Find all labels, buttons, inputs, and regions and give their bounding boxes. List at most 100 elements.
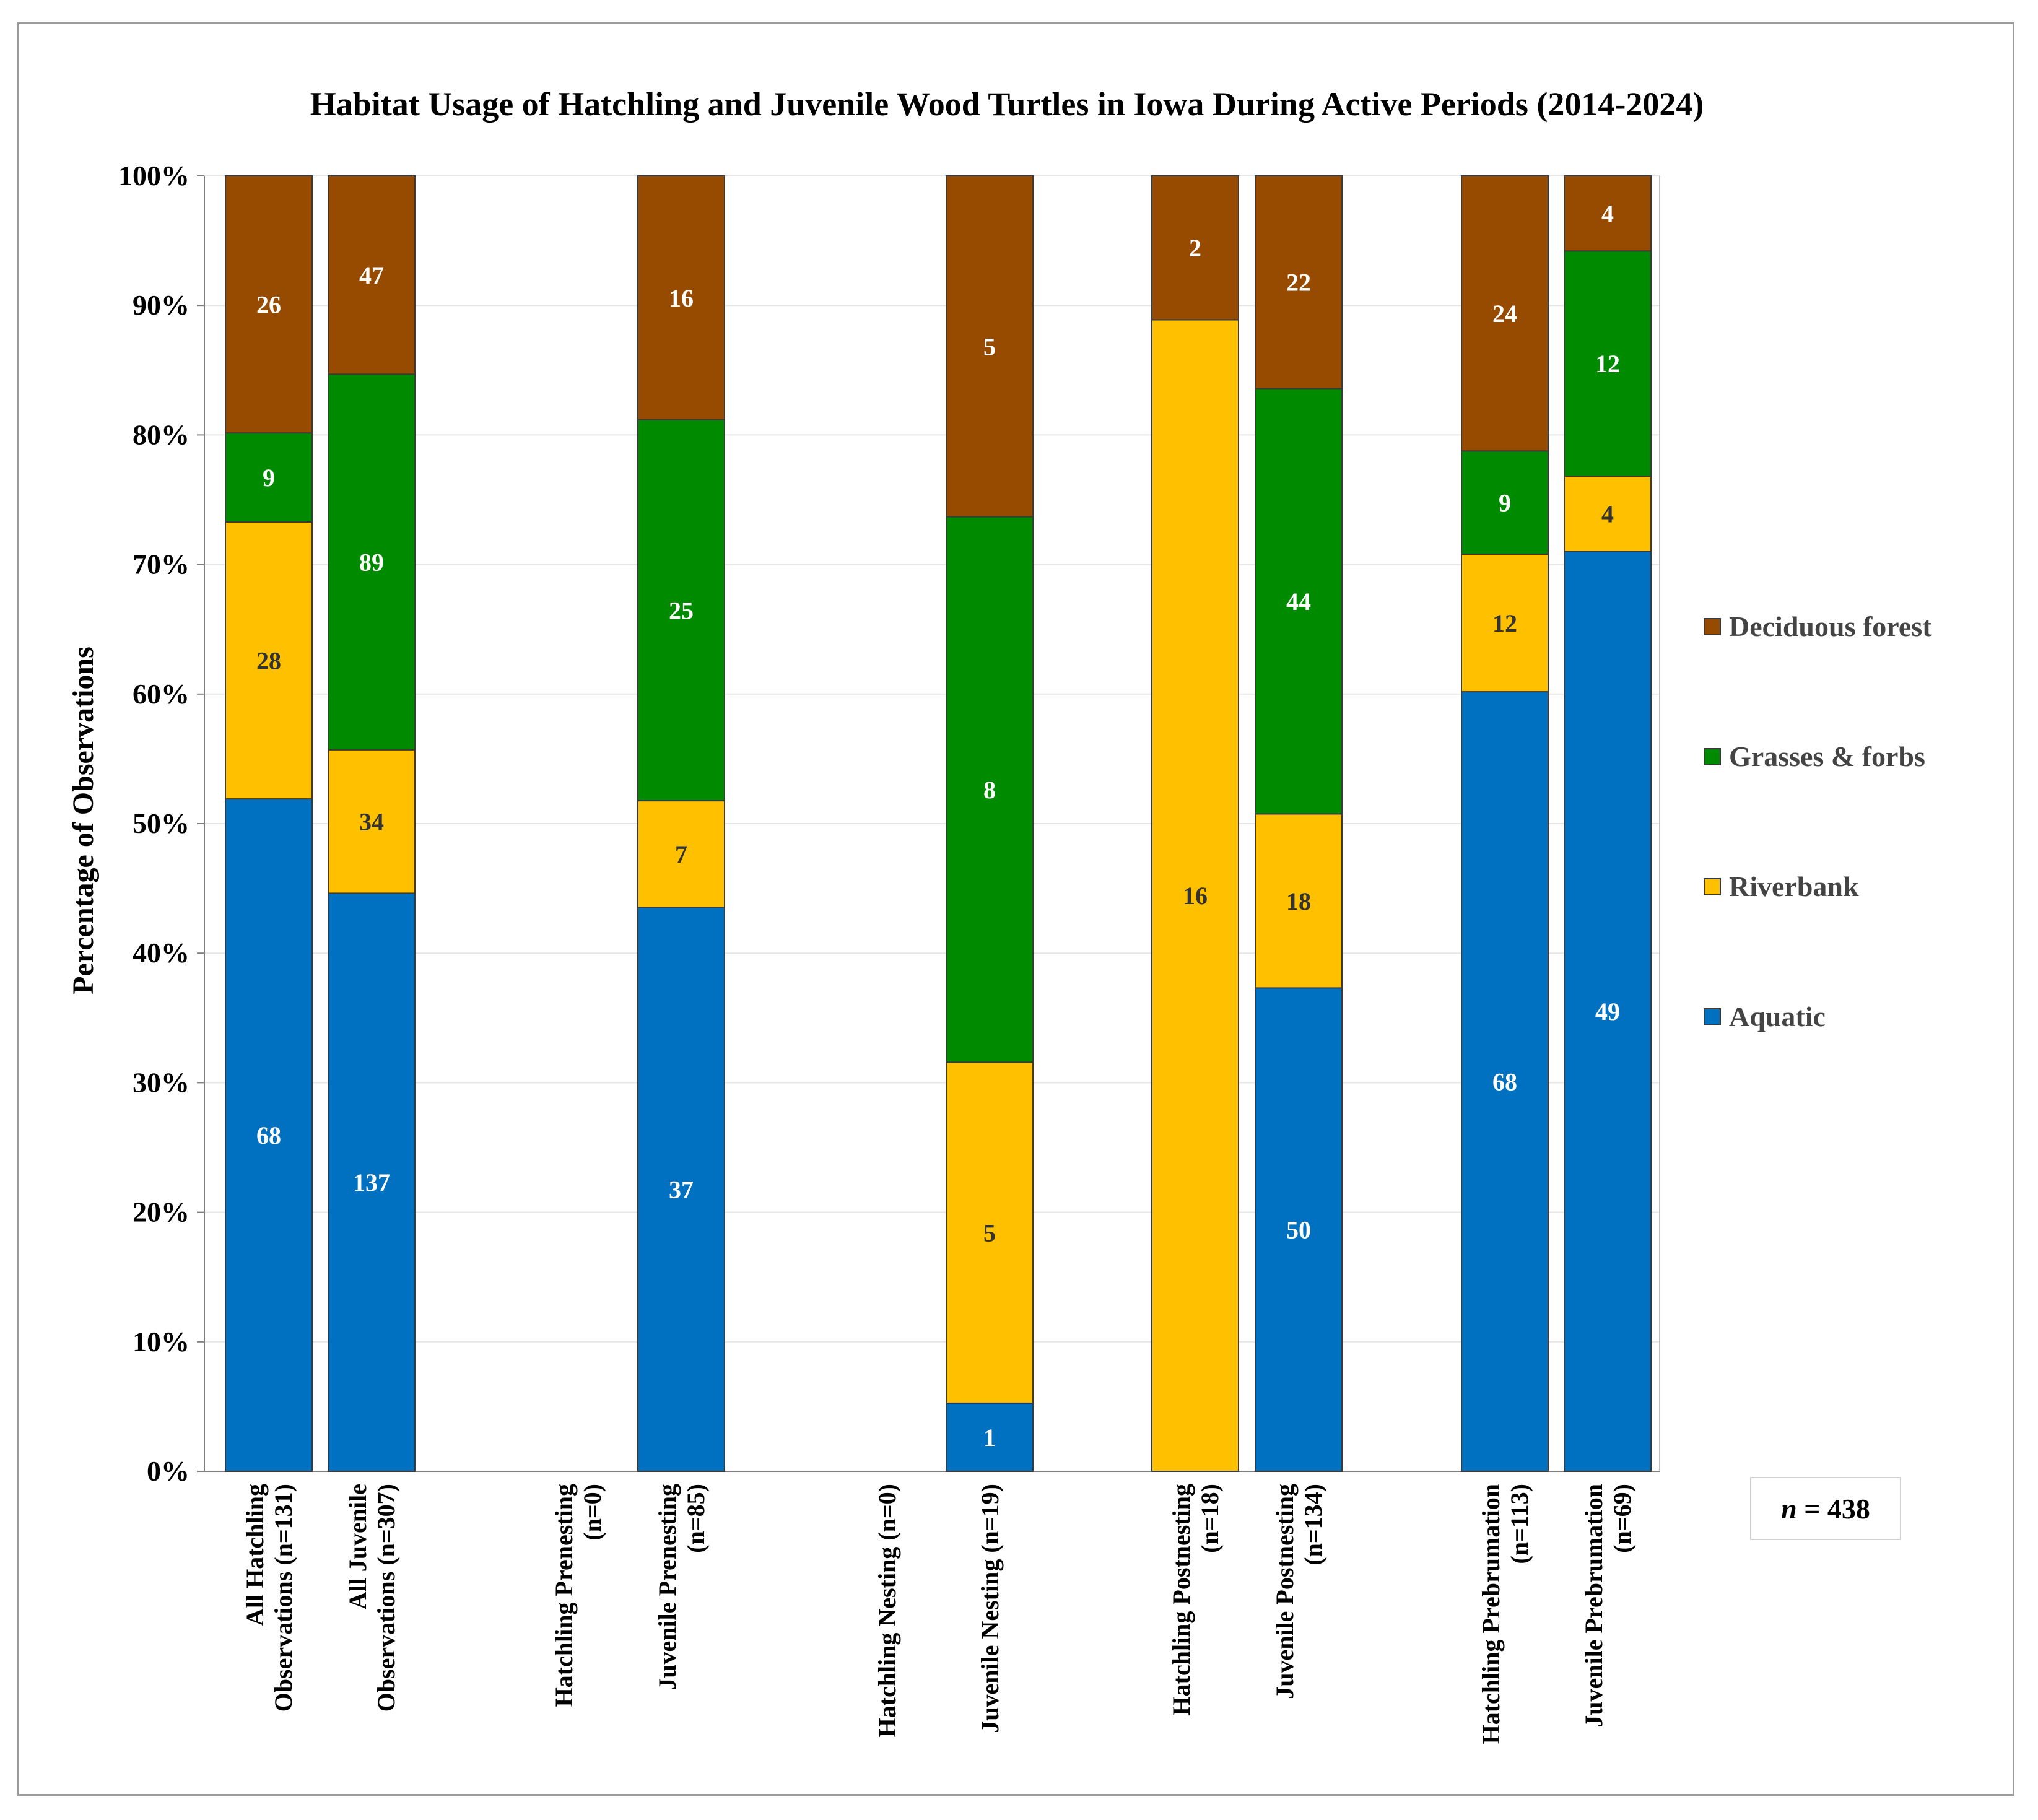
y-tick-label: 60% (133, 678, 189, 710)
bar-segment-deciduous-forest (1461, 175, 1549, 452)
data-label: 9 (263, 464, 275, 492)
data-label: 68 (1492, 1068, 1517, 1096)
category-label: Juvenile Postnesting (1271, 1484, 1299, 1699)
data-label: 1 (983, 1424, 996, 1452)
y-tick-label: 0% (147, 1455, 189, 1487)
data-label: 7 (675, 840, 687, 868)
category-label: (n=69) (1608, 1484, 1636, 1553)
legend-swatch (1704, 1008, 1721, 1025)
sample-size-box: n = 438 (1750, 1477, 1901, 1540)
bar-segment-riverbank (637, 800, 725, 908)
category-label: Observations (n=131) (269, 1484, 297, 1712)
data-label: 49 (1595, 998, 1620, 1025)
bar-segment-riverbank (225, 521, 313, 800)
data-label: 12 (1492, 609, 1517, 637)
legend-label: Deciduous forest (1729, 611, 1932, 642)
y-tick-label: 100% (118, 160, 189, 191)
bar-segment-deciduous-forest (225, 175, 313, 434)
bar-segment-aquatic (1461, 691, 1549, 1472)
data-label: 44 (1286, 588, 1311, 616)
category-label: Hatchling Prenesting (550, 1484, 578, 1707)
y-tick-label: 80% (133, 419, 189, 450)
data-label: 25 (669, 596, 694, 624)
y-tick-label: 10% (133, 1326, 189, 1357)
category-label: Juvenile Prenesting (653, 1484, 681, 1691)
legend-swatch (1704, 618, 1721, 635)
bar-segment-deciduous-forest (637, 175, 725, 420)
bar-segment-grasses-forbs (946, 516, 1034, 1063)
bar-segment-aquatic (225, 798, 313, 1472)
category-label: All Hatchling (241, 1484, 269, 1626)
data-label: 47 (359, 261, 384, 289)
data-label: 26 (256, 291, 281, 319)
category-label: Juvenile Prebrumation (1580, 1484, 1608, 1728)
bar-segment-aquatic (946, 1402, 1034, 1473)
bar-segment-riverbank (328, 749, 416, 894)
data-label: 24 (1492, 300, 1517, 328)
legend-label: Riverbank (1729, 871, 1859, 902)
data-label: 28 (256, 647, 281, 675)
data-label: 16 (669, 284, 694, 312)
y-axis-label: Percentage of Observations (67, 647, 100, 995)
data-label: 2 (1189, 234, 1201, 262)
bar-segment-deciduous-forest (1564, 175, 1652, 252)
category-label: (n=85) (682, 1484, 710, 1553)
category-labels: All Hatchling Observations (n=131) All Juv… (241, 1484, 1636, 1744)
bar-segment-riverbank (1461, 553, 1549, 693)
bar-segment-riverbank (1255, 813, 1343, 989)
legend-label: Aquatic (1729, 1001, 1826, 1032)
data-label: 4 (1601, 500, 1614, 528)
bar-segment-deciduous-forest (1151, 175, 1239, 321)
category-label: Hatchling Nesting (n=0) (873, 1484, 901, 1737)
category-label: Juvenile Nesting (n=19) (976, 1484, 1004, 1733)
bar-segment-riverbank (946, 1061, 1034, 1404)
data-labels: 6828926137348947377251615851625018442268… (256, 200, 1620, 1452)
data-label: 16 (1183, 882, 1208, 910)
category-label: Hatchling Prebrumation (1477, 1484, 1505, 1744)
bar-segment-aquatic (637, 907, 725, 1473)
bar-segment-grasses-forbs (1255, 388, 1343, 815)
bar-segment-aquatic (328, 892, 416, 1473)
y-tick-label: 50% (133, 808, 189, 839)
bar-segment-riverbank (1151, 319, 1239, 1472)
data-label: 18 (1286, 887, 1311, 915)
y-tick-label: 20% (133, 1196, 189, 1228)
category-label: (n=0) (578, 1484, 606, 1541)
y-tick-label: 90% (133, 289, 189, 321)
bar-segment-deciduous-forest (1255, 175, 1343, 390)
bar-segment-grasses-forbs (328, 373, 416, 751)
data-label: 34 (359, 808, 384, 836)
category-label: (n=18) (1196, 1484, 1224, 1553)
data-label: 9 (1499, 489, 1511, 517)
axes: 0% 10% 20% 30% 40% 50% 60% 70% 80% 90% 100% (118, 160, 1660, 1487)
sample-size-frame (1750, 1477, 1901, 1540)
bar-segment-grasses-forbs (637, 419, 725, 802)
data-label: 50 (1286, 1216, 1311, 1244)
y-tick-label: 70% (133, 549, 189, 580)
legend: Deciduous forest Grasses & forbs Riverbank… (1704, 611, 1932, 1032)
chart-title: Habitat Usage of Hatchling and Juvenile … (310, 85, 1704, 123)
legend-swatch (1704, 878, 1721, 895)
bar-segment-deciduous-forest (328, 175, 416, 375)
legend-swatch (1704, 748, 1721, 765)
y-tick-label: 30% (133, 1066, 189, 1098)
legend-label: Grasses & forbs (1729, 741, 1925, 772)
category-label: (n=134) (1299, 1484, 1327, 1565)
bar-segment-deciduous-forest (946, 175, 1034, 518)
data-label: 68 (256, 1121, 281, 1149)
data-label: 4 (1601, 200, 1614, 228)
category-label: Observations (n=307) (372, 1484, 400, 1712)
sample-size-text: n = 438 (1781, 1493, 1870, 1525)
category-label: Hatchling Postnesting (1167, 1484, 1195, 1715)
category-label: All Juvenile (344, 1484, 372, 1609)
category-label: (n=113) (1505, 1484, 1533, 1564)
y-tick-label: 40% (133, 937, 189, 969)
data-label: 137 (353, 1169, 390, 1196)
data-label: 8 (983, 776, 996, 804)
bar-segment-grasses-forbs (225, 432, 313, 523)
bar-segment-aquatic (1255, 987, 1343, 1472)
bars (225, 175, 1652, 1473)
data-label: 5 (983, 1219, 996, 1247)
data-label: 12 (1595, 350, 1620, 378)
